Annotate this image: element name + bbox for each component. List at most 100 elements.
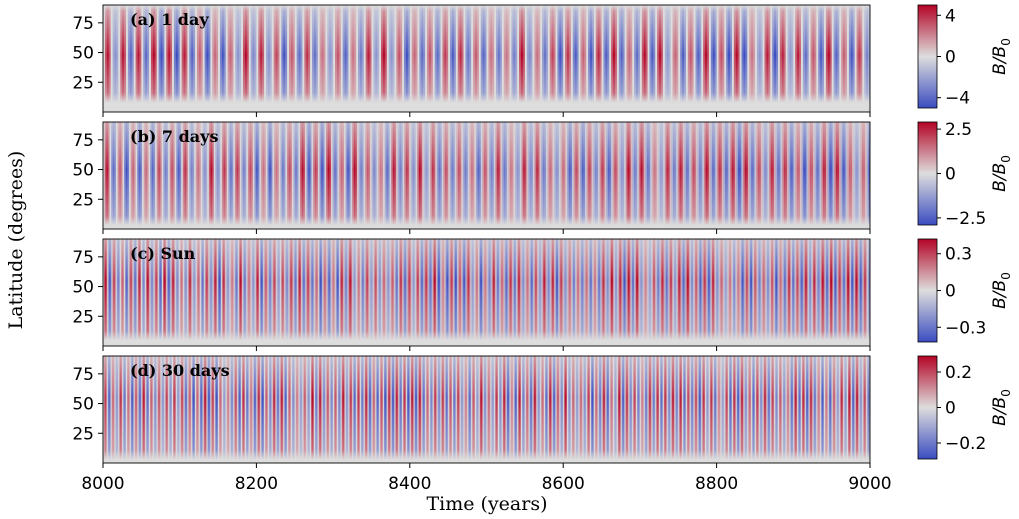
- heatmap-cell: [216, 5, 219, 112]
- heatmap-cell: [381, 5, 384, 112]
- heatmap-cell: [246, 122, 249, 229]
- heatmap-cell: [464, 239, 467, 346]
- heatmap-cell: [174, 356, 177, 463]
- heatmap-cell: [628, 239, 631, 346]
- y-tick-label: 75: [72, 365, 94, 385]
- panel-label: (a) 1 day: [130, 10, 209, 29]
- heatmap-cell: [331, 5, 334, 112]
- heatmap-cell: [345, 356, 348, 463]
- heatmap-cell: [348, 122, 352, 229]
- heatmap-cell: [613, 5, 616, 112]
- heatmap-cell: [682, 239, 685, 346]
- heatmap-cell: [311, 356, 313, 463]
- heatmap-cell: [849, 356, 852, 463]
- heatmap-cell: [868, 356, 870, 463]
- heatmap-cell: [203, 356, 206, 463]
- heatmap-cell: [471, 239, 474, 346]
- heatmap-cell: [183, 356, 186, 463]
- heatmap-cell: [127, 356, 130, 463]
- y-tick-label: 25: [72, 190, 94, 210]
- heatmap-cell: [401, 122, 404, 229]
- heatmap-cell: [703, 122, 707, 229]
- heatmap-cell: [824, 356, 827, 463]
- heatmap-cell: [440, 122, 443, 229]
- heatmap-cell: [389, 239, 392, 346]
- heatmap-cell: [494, 239, 497, 346]
- heatmap-cell: [593, 239, 596, 346]
- heatmap-cell: [243, 356, 246, 463]
- heatmap-cell: [558, 122, 562, 229]
- heatmap-cell: [597, 239, 599, 346]
- heatmap-cell: [394, 5, 397, 112]
- heatmap-cell: [602, 239, 605, 346]
- heatmap-cell: [752, 356, 754, 463]
- heatmap-cell: [749, 356, 751, 463]
- heatmap-cell: [222, 239, 224, 346]
- heatmap-cell: [534, 5, 537, 112]
- heatmap-cell: [593, 5, 597, 112]
- heatmap-cell: [772, 239, 774, 346]
- heatmap-cell: [144, 239, 146, 346]
- heatmap-cell: [570, 356, 573, 463]
- heatmap-cell: [518, 122, 521, 229]
- heatmap-cell: [812, 356, 815, 463]
- heatmap-cell: [281, 5, 284, 112]
- heatmap-cell: [259, 239, 262, 346]
- heatmap-cell: [223, 239, 225, 346]
- heatmap-cell: [735, 5, 739, 112]
- heatmap-cell: [124, 356, 126, 463]
- heatmap-cell: [826, 239, 829, 346]
- heatmap-cell: [532, 239, 535, 346]
- heatmap-cell: [308, 356, 310, 463]
- heatmap-cell: [758, 239, 760, 346]
- heatmap-cell: [346, 239, 349, 346]
- heatmap-cell: [762, 356, 765, 463]
- heatmap-cell: [839, 356, 841, 463]
- heatmap-cell: [655, 122, 658, 229]
- heatmap-cell: [569, 239, 572, 346]
- heatmap-cell: [312, 356, 314, 463]
- heatmap-cell: [460, 239, 462, 346]
- heatmap-cell: [812, 239, 814, 346]
- heatmap-cell: [851, 356, 854, 463]
- heatmap-cell: [492, 122, 495, 229]
- heatmap-cell: [188, 356, 190, 463]
- heatmap-cell: [758, 356, 761, 463]
- heatmap-cell: [795, 239, 797, 346]
- heatmap-cell: [685, 122, 689, 229]
- heatmap-cell: [143, 356, 145, 463]
- heatmap-cell: [833, 5, 837, 112]
- heatmap-cell: [453, 239, 456, 346]
- heatmap-cell: [195, 122, 199, 229]
- heatmap-cell: [333, 356, 335, 463]
- heatmap-cell: [660, 356, 663, 463]
- heatmap-cell: [138, 239, 141, 346]
- heatmap-cell: [238, 356, 240, 463]
- heatmap-cell: [723, 122, 726, 229]
- heatmap-cell: [238, 122, 241, 229]
- heatmap-cell: [635, 239, 637, 346]
- heatmap-cell: [561, 356, 563, 463]
- heatmap-cell: [245, 239, 247, 346]
- heatmap-cell: [787, 356, 790, 463]
- heatmap-cell: [145, 5, 148, 112]
- heatmap-cell: [294, 239, 297, 346]
- heatmap-cell: [441, 239, 443, 346]
- heatmap-cell: [636, 356, 638, 463]
- heatmap-cell: [177, 356, 180, 463]
- heatmap-cell: [835, 122, 839, 229]
- heatmap-cell: [614, 122, 617, 229]
- heatmap-cell: [738, 356, 741, 463]
- heatmap-cell: [483, 239, 485, 346]
- heatmap-cell: [363, 239, 365, 346]
- heatmap-cell: [301, 356, 304, 463]
- heatmap-cell: [661, 356, 664, 463]
- heatmap-cell: [634, 239, 636, 346]
- heatmap-cell: [622, 122, 625, 229]
- heatmap-cell: [226, 122, 229, 229]
- heatmap-cell: [373, 122, 376, 229]
- heatmap-cell: [706, 239, 709, 346]
- heatmap-cell: [253, 356, 256, 463]
- heatmap-cell: [227, 239, 229, 346]
